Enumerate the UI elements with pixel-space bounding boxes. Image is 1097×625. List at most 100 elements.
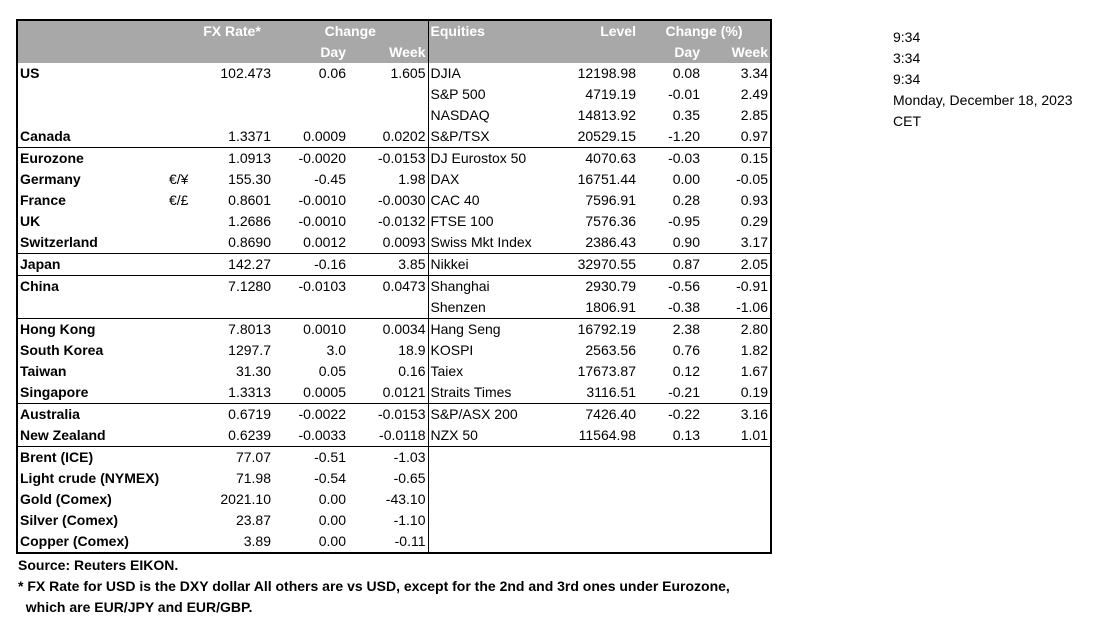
fx-rate-cell: 1297.7 — [228, 342, 271, 358]
equity-week-change-cell: 3.17 — [702, 232, 772, 254]
table-row: France €/£ 0.8601 -0.0010 -0.0030 CAC 40 7596.… — [17, 190, 772, 211]
fx-footnote-line2: which are EUR/JPY and EUR/GBP. — [18, 599, 253, 615]
row-label: UK — [20, 213, 41, 229]
header-blank-level-2 — [556, 42, 638, 63]
equity-name-cell: Straits Times — [427, 382, 556, 404]
equity-level-cell: 16792.19 — [556, 318, 638, 340]
row-label: Brent (ICE) — [17, 446, 167, 468]
equity-day-change-cell: -0.22 — [638, 403, 702, 425]
timezone: CET — [893, 113, 921, 129]
fx-day-change-cell: -0.0010 — [298, 213, 346, 229]
fx-week-change-cell: -0.11 — [394, 533, 426, 549]
fx-rate-cell: 0.6239 — [228, 427, 271, 443]
table-row: Singapore 1.3313 0.0005 0.0121 Straits Times… — [17, 382, 772, 404]
equity-level-cell: 12198.98 — [577, 65, 636, 81]
source-note: Source: Reuters EIKON. — [18, 557, 179, 573]
fx-day-change-cell: -0.16 — [273, 253, 348, 276]
fx-pair-symbol — [167, 253, 191, 276]
equity-level-cell — [556, 510, 638, 531]
fx-rate-cell: 155.30 — [228, 171, 271, 187]
header-change-pct: Change (%) — [638, 20, 772, 42]
equity-day-change-cell: -1.20 — [668, 128, 700, 144]
row-label: China — [17, 275, 167, 297]
equity-day-change-cell — [638, 446, 702, 468]
fx-pair-symbol: €/¥ — [169, 171, 189, 187]
equity-name-cell: S&P/TSX — [427, 126, 556, 148]
row-label: Taiwan — [20, 363, 67, 379]
equity-name-cell: NASDAQ — [427, 105, 556, 126]
row-label: Light crude (NYMEX) — [20, 470, 160, 486]
header-change: Change — [273, 20, 428, 42]
equity-day-change-cell: -0.03 — [638, 147, 702, 169]
equity-level-cell: 7576.36 — [585, 213, 636, 229]
fx-day-change-cell: -0.0010 — [298, 192, 346, 208]
fx-rate-cell: 23.87 — [235, 512, 271, 528]
row-label: Switzerland — [20, 234, 98, 250]
equity-day-change-cell: 0.13 — [672, 427, 700, 443]
fx-pair-symbol — [167, 468, 191, 489]
fx-pair-symbol — [167, 425, 191, 447]
timestamp-panel: 9:34 3:34 9:34 Monday, December 18, 2023… — [893, 27, 1073, 132]
equity-week-change-cell: 0.93 — [702, 190, 772, 211]
fx-week-change-cell: -1.10 — [393, 512, 426, 528]
table-row: China 7.1280 -0.0103 0.0473 Shanghai 2930.79-… — [17, 275, 772, 297]
equity-week-change-cell: 1.82 — [702, 340, 772, 361]
equity-level-cell — [556, 468, 638, 489]
equity-level-cell — [556, 531, 638, 553]
table-row: UK 1.2686 -0.0010 -0.0132 FTSE 100 7576.36 -0.… — [17, 211, 772, 232]
row-label — [17, 84, 167, 105]
equity-name-cell: KOSPI — [427, 340, 556, 361]
equity-week-change-cell: 2.05 — [702, 253, 772, 276]
fx-week-change-cell: 0.0093 — [382, 234, 426, 250]
equity-name-cell — [427, 468, 556, 489]
equity-name-cell: CAC 40 — [427, 190, 556, 211]
fx-rate-cell: 2021.10 — [220, 491, 271, 507]
equity-level-cell: 3116.51 — [586, 384, 636, 400]
header-eq-week: Week — [702, 42, 772, 63]
equity-level-cell: 16751.44 — [577, 171, 636, 187]
header-eq-day: Day — [638, 42, 702, 63]
equity-day-change-cell: 0.90 — [672, 234, 700, 250]
equity-name-cell: Swiss Mkt Index — [427, 232, 556, 254]
fx-pair-symbol: €/£ — [169, 192, 189, 208]
fx-week-change-cell: -1.03 — [348, 446, 428, 468]
row-label — [17, 297, 167, 319]
equity-day-change-cell — [638, 510, 702, 531]
header-row-2: Day Week Day Week — [17, 42, 772, 63]
table-row: Switzerland 0.8690 0.0012 0.0093 Swiss Mkt I… — [17, 232, 772, 254]
row-label: France — [20, 192, 66, 208]
fx-day-change-cell: 0.05 — [318, 363, 346, 379]
row-label: Germany — [20, 171, 81, 187]
row-label: South Korea — [20, 342, 104, 358]
fx-day-change-cell: -0.54 — [314, 470, 346, 486]
header-day: Day — [273, 42, 348, 63]
fx-pair-symbol — [167, 105, 191, 126]
fx-week-change-cell: 3.85 — [348, 253, 428, 276]
fx-pair-symbol — [167, 318, 191, 340]
table-row: Light crude (NYMEX) 71.98 -0.54 -0.65 — [17, 468, 772, 489]
equity-week-change-cell: 2.80 — [702, 318, 772, 340]
equity-day-change-cell: 0.87 — [638, 253, 702, 276]
fx-rate-cell: 3.89 — [243, 533, 271, 549]
equity-week-change-cell — [702, 489, 772, 510]
fx-week-change-cell: 18.9 — [398, 342, 426, 358]
header-equities: Equities — [427, 20, 556, 42]
table-row: Shenzen 1806.91 -0.38 -1.06 — [17, 297, 772, 319]
fx-day-change-cell — [273, 105, 348, 126]
table-row: Eurozone 1.0913 -0.0020 -0.0153 DJ Eurostox … — [17, 147, 772, 169]
equity-name-cell: DJ Eurostox 50 — [427, 147, 556, 169]
fx-pair-symbol — [167, 63, 191, 84]
equity-week-change-cell: 2.85 — [702, 105, 772, 126]
market-table: FX Rate* Change Equities Level Change (%… — [16, 19, 772, 554]
row-label: Japan — [17, 253, 167, 276]
table-row: Silver (Comex) 23.87 0.00 -1.10 — [17, 510, 772, 531]
fx-day-change-cell — [273, 297, 348, 319]
fx-day-change-cell: 0.0005 — [303, 384, 346, 400]
row-label: Gold (Comex) — [20, 491, 112, 507]
equity-week-change-cell: 1.67 — [702, 361, 772, 382]
fx-week-change-cell — [348, 84, 428, 105]
row-label: Copper (Comex) — [20, 533, 129, 549]
equity-name-cell — [427, 531, 556, 553]
equity-name-cell: FTSE 100 — [427, 211, 556, 232]
equity-week-change-cell: -0.91 — [702, 275, 772, 297]
